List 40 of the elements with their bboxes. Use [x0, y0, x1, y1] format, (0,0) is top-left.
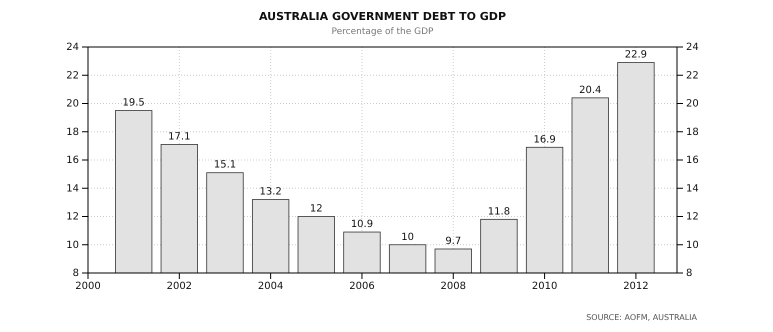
- y2-tick-label: 18: [686, 126, 699, 138]
- data-label: 12: [310, 204, 323, 214]
- x-tick-label: 2002: [166, 281, 192, 292]
- y2-tick-label: 16: [686, 155, 699, 166]
- data-label: 22.9: [624, 50, 648, 61]
- data-label: 13.2: [260, 186, 282, 198]
- data-label: 19.5: [122, 98, 145, 109]
- y-tick-label: 14: [66, 183, 79, 194]
- y-tick-label: 18: [66, 126, 79, 138]
- data-label: 17.1: [168, 131, 190, 142]
- data-label: 15.1: [214, 160, 236, 171]
- y2-tick-label: 20: [686, 98, 699, 110]
- data-label: 20.4: [579, 84, 602, 96]
- data-label: 10.9: [350, 219, 374, 230]
- y2-tick-label: 8: [686, 268, 692, 280]
- x-tick-label: 2008: [440, 281, 466, 292]
- chart-subtitle: Percentage of the GDP: [332, 27, 434, 37]
- x-tick-label: 2012: [623, 281, 649, 292]
- y2-tick-label: 22: [686, 70, 699, 82]
- data-label: 9.7: [445, 236, 462, 247]
- y-tick-label: 8: [72, 268, 79, 280]
- y-tick-label: 24: [66, 42, 79, 54]
- y2-tick-label: 24: [686, 42, 699, 54]
- y-tick-label: 10: [66, 240, 79, 251]
- y-tick-label: 16: [66, 155, 79, 166]
- source-note: SOURCE: AOFM, AUSTRALIA: [586, 313, 698, 322]
- y2-tick-label: 10: [686, 240, 699, 251]
- data-label: 10: [401, 232, 414, 243]
- x-tick-label: 2006: [349, 281, 375, 292]
- data-label: 11.8: [488, 206, 510, 218]
- y2-tick-label: 14: [686, 183, 699, 194]
- y-tick-label: 20: [66, 98, 79, 110]
- chart-title: AUSTRALIA GOVERNMENT DEBT TO GDP: [258, 10, 506, 23]
- x-tick-label: 2010: [532, 281, 558, 292]
- x-tick-label: 2004: [258, 281, 284, 292]
- y-tick-label: 12: [66, 212, 79, 223]
- x-tick-label: 2000: [75, 281, 101, 292]
- y2-tick-label: 12: [686, 212, 699, 223]
- y-tick-label: 22: [66, 70, 79, 82]
- data-label: 16.9: [533, 134, 556, 146]
